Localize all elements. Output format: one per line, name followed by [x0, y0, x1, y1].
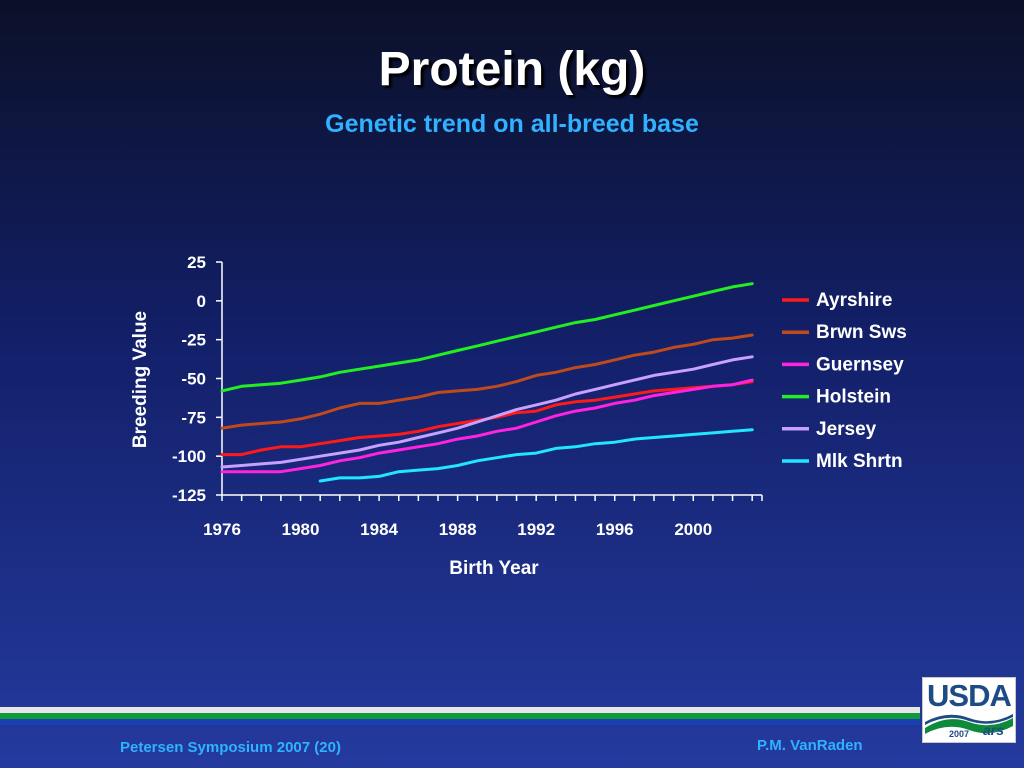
x-axis-title: Birth Year [449, 558, 539, 579]
footer-event: Petersen Symposium 2007 (20) [120, 739, 341, 756]
legend-label-holstein: Holstein [816, 387, 891, 408]
x-tick-label: 1992 [517, 520, 555, 539]
y-axis-title: Breeding Value [130, 311, 151, 448]
x-tick-label: 2000 [674, 520, 712, 539]
legend-label-jersey: Jersey [816, 419, 877, 440]
y-tick-label: -25 [181, 331, 206, 350]
footer-divider-green [0, 713, 920, 719]
footer-divider-white [0, 707, 920, 713]
usda-logo: USDA 2007 ars [922, 677, 1016, 743]
legend-label-brwn-sws: Brwn Sws [816, 322, 907, 343]
x-tick-label: 1976 [203, 520, 241, 539]
series-line-brwn-sws [220, 333, 754, 430]
y-tick-label: -125 [172, 486, 206, 505]
series-line-guernsey [220, 378, 754, 474]
x-tick-label: 1984 [360, 520, 398, 539]
x-tick-label: 1996 [596, 520, 634, 539]
usda-logo-year: 2007 [949, 729, 970, 739]
y-tick-label: -50 [181, 370, 206, 389]
y-tick-label: -75 [181, 408, 206, 427]
x-tick-label: 1980 [282, 520, 320, 539]
legend-label-guernsey: Guernsey [816, 354, 904, 375]
y-tick-label: -100 [172, 447, 206, 466]
ars-logo-text: ars [983, 722, 1005, 738]
footer-divider-blue [0, 719, 920, 725]
y-tick-label: 25 [187, 253, 206, 272]
legend-label-mlk-shrtn: Mlk Shrtn [816, 451, 903, 472]
series-line-mlk-shrtn [318, 428, 754, 483]
y-tick-label: 0 [197, 292, 206, 311]
usda-wave-icon [925, 714, 1013, 734]
series-line-jersey [220, 355, 754, 469]
slide-subtitle: Genetic trend on all-breed base [325, 110, 699, 138]
slide-title: Protein (kg) [378, 43, 646, 96]
footer-author: P.M. VanRaden [757, 737, 863, 754]
series-line-holstein [220, 282, 754, 393]
usda-logo-text: USDA [927, 678, 1012, 713]
legend-label-ayrshire: Ayrshire [816, 290, 892, 311]
x-tick-label: 1988 [439, 520, 477, 539]
